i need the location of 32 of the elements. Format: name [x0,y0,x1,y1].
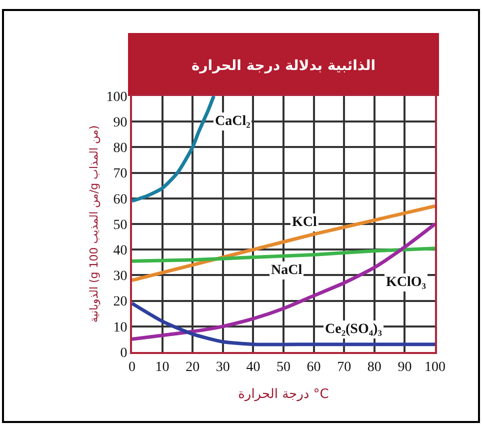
x-tick-label: 10 [155,360,170,375]
annotation: KClO₃ [386,275,426,290]
x-tick-label: 30 [216,360,230,375]
line-series [132,96,216,203]
y-tick-label: 60 [113,192,128,208]
y-tick-label: 10 [113,320,128,336]
x-axis-title: درجة الحرارة °C [238,386,329,402]
x-tick-label: 50 [276,360,290,375]
y-tick-label: 80 [113,141,128,156]
line-series [132,302,435,346]
annotation: KCl [292,215,317,230]
x-tick-label: 40 [246,360,260,375]
y-tick-label: 70 [113,166,128,182]
annotation: NaCl [271,263,302,278]
y-tick-label: 40 [113,244,128,258]
chart-title: الذائبية بدلالة درجة الحرارة [191,58,376,74]
x-tick-label: 100 [424,360,446,375]
y-axis-title: الذوبانية (g 100 من المذيب/g من المذاب) [87,125,100,323]
x-tick-label: 80 [367,360,382,375]
annotation: Ce₂(SO₄)₃ [325,322,382,337]
annotation: CaCl₂ [215,114,250,129]
x-tick-label: 60 [306,360,321,375]
x-tick-label: 20 [186,360,200,375]
y-tick-label: 50 [113,218,128,233]
y-tick-label: 100 [106,90,128,105]
line-series [132,246,435,263]
y-tick-label: 20 [113,294,128,310]
y-tick-label: 90 [113,116,128,130]
y-tick-label: 0 [120,346,128,361]
x-tick-label: 70 [337,360,352,375]
x-tick-label: 90 [398,360,412,375]
y-tick-label: 30 [113,269,128,284]
